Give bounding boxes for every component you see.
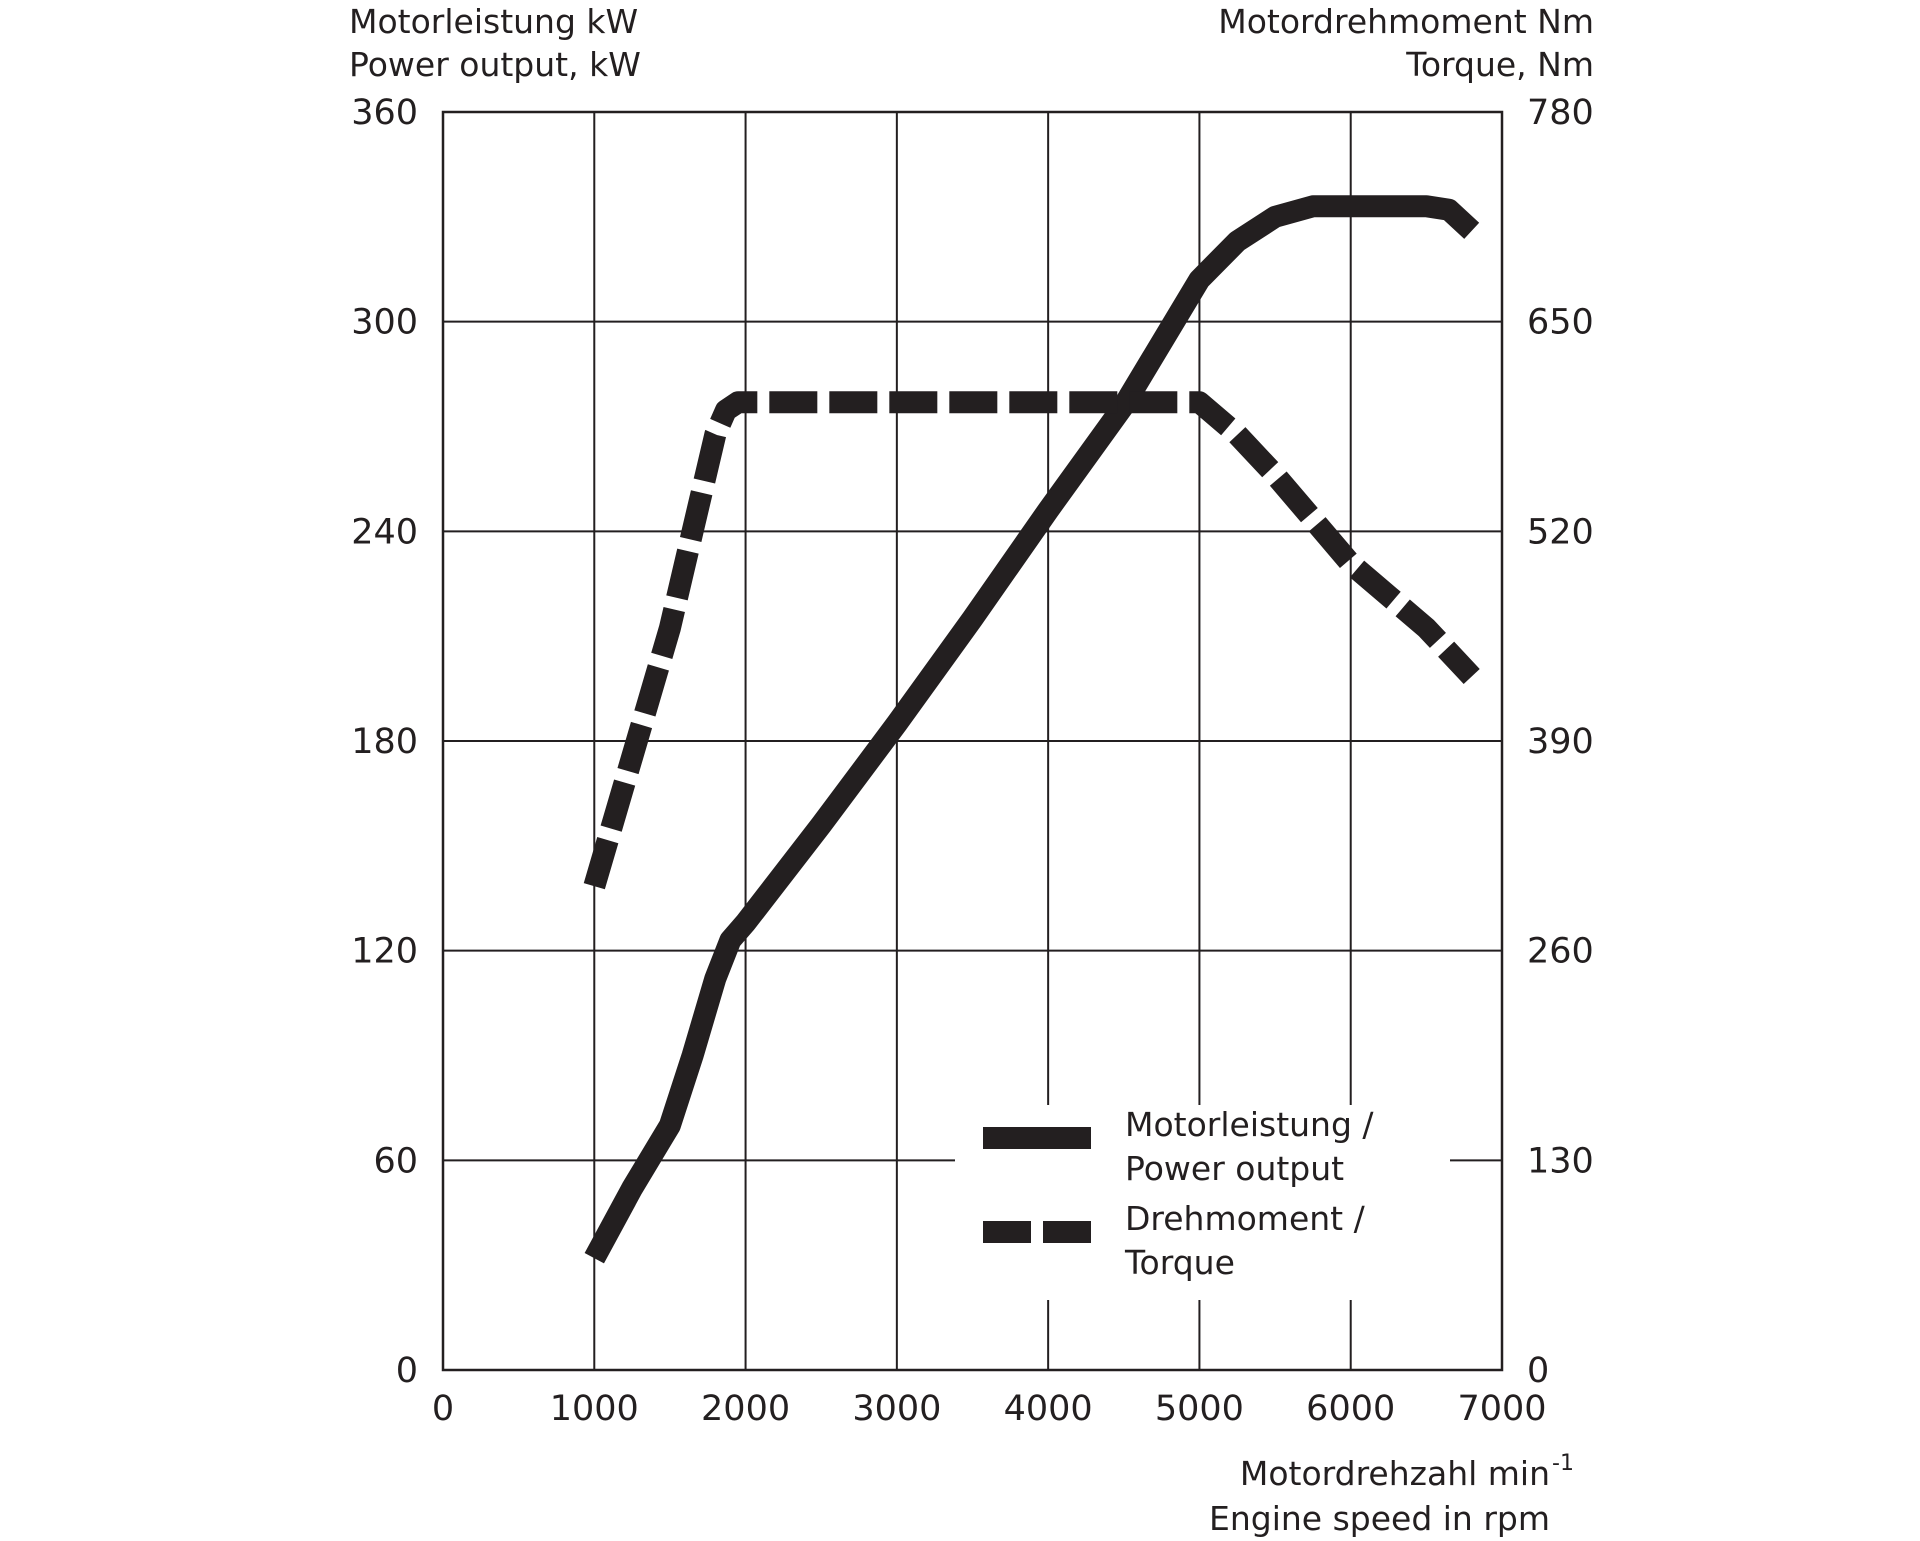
x-ticks: 0 1000 2000 3000 4000 5000 6000 7000 xyxy=(432,1389,1547,1429)
right-ticks: 0 130 260 390 520 650 780 xyxy=(1527,93,1594,1391)
x-tick-label: 1000 xyxy=(550,1389,639,1429)
left-tick-label: 360 xyxy=(351,93,418,133)
right-tick-label: 780 xyxy=(1527,93,1594,133)
left-tick-label: 120 xyxy=(351,932,418,972)
x-axis-title-line2: Engine speed in rpm xyxy=(1209,1499,1550,1538)
left-tick-label: 240 xyxy=(351,512,418,552)
left-axis-title-line1: Motorleistung kW xyxy=(349,2,638,41)
left-axis-title-line2: Power output, kW xyxy=(349,45,641,84)
x-axis-title-superscript: -1 xyxy=(1552,1451,1574,1476)
x-axis-title-line1: Motordrehzahl min xyxy=(1240,1454,1550,1493)
x-tick-label: 0 xyxy=(432,1389,454,1429)
left-tick-label: 60 xyxy=(373,1141,418,1181)
right-tick-label: 520 xyxy=(1527,512,1594,552)
right-tick-label: 260 xyxy=(1527,932,1594,972)
legend: Motorleistung / Power output Drehmoment … xyxy=(955,1105,1450,1300)
x-tick-label: 3000 xyxy=(852,1389,941,1429)
plot-frame xyxy=(441,110,1504,1372)
left-tick-label: 0 xyxy=(396,1351,418,1391)
power-output-line xyxy=(584,195,1480,1264)
legend-torque-label-line1: Drehmoment / xyxy=(1125,1199,1366,1238)
legend-power-label-line2: Power output xyxy=(1125,1149,1344,1188)
x-tick-label: 5000 xyxy=(1155,1389,1244,1429)
right-tick-label: 650 xyxy=(1527,303,1594,343)
series-lines xyxy=(583,195,1480,1264)
left-tick-label: 300 xyxy=(351,303,418,343)
right-tick-label: 390 xyxy=(1527,722,1594,762)
right-axis-title-line1: Motordrehmoment Nm xyxy=(1218,2,1594,41)
x-tick-label: 6000 xyxy=(1306,1389,1395,1429)
right-tick-label: 130 xyxy=(1527,1141,1594,1181)
x-tick-label: 7000 xyxy=(1457,1389,1546,1429)
left-tick-label: 180 xyxy=(351,722,418,762)
legend-power-label-line1: Motorleistung / xyxy=(1125,1105,1374,1144)
right-axis-title-line2: Torque, Nm xyxy=(1405,45,1594,84)
left-ticks: 0 60 120 180 240 300 360 xyxy=(351,93,418,1391)
legend-torque-label-line2: Torque xyxy=(1124,1243,1235,1282)
x-tick-label: 2000 xyxy=(701,1389,790,1429)
right-tick-label: 0 xyxy=(1527,1351,1549,1391)
torque-line xyxy=(583,391,1480,890)
x-tick-label: 4000 xyxy=(1004,1389,1093,1429)
